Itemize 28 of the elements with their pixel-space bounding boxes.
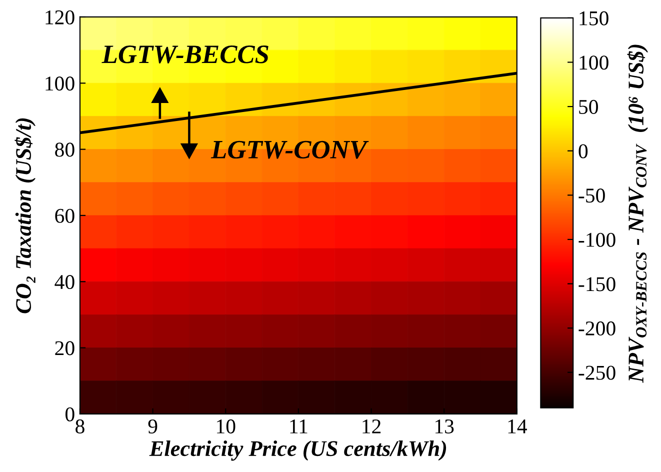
x-tick-label: 8 (76, 419, 84, 434)
color-bar-label: 150 (580, 11, 608, 26)
color-bar-label: 100 (580, 56, 608, 70)
color-bar-label: -150 (578, 277, 616, 292)
x-tick-label: 11 (290, 420, 308, 434)
annotation: LGTW-CONV (210, 140, 369, 159)
y-tick-label: 120 (46, 10, 74, 24)
x-tick-label: 10 (217, 419, 236, 434)
y-tick-label: 80 (55, 142, 74, 157)
y-tick-label: 60 (55, 208, 74, 223)
color-bar-label: 0 (578, 144, 588, 158)
y-axis-title: CO₂ Taxation (US$/t) (14, 118, 36, 314)
x-tick-label: 13 (436, 419, 454, 434)
color-bar-label: 50 (579, 100, 598, 114)
color-bar-title: NPV$_{OXY-BECCS}$ - NPV$_{CONV}$ (10⁶ US$) (627, 44, 648, 383)
x-tick-label: 12 (362, 419, 381, 434)
color-bar-label: -50 (578, 188, 605, 203)
color-bar-label: -250 (578, 366, 616, 380)
x-tick-label: 9 (148, 419, 158, 434)
y-tick-label: 0 (65, 407, 74, 422)
x-tick-label: 14 (508, 420, 527, 434)
color-bar-label: -100 (578, 232, 616, 247)
y-tick-label: 40 (54, 275, 74, 290)
color-bar-label: -200 (578, 321, 616, 336)
x-axis-title: Electricity Price (US cents/kWh) (149, 440, 446, 461)
y-tick-label: 20 (55, 341, 74, 356)
annotation: LGTW-BECCS (102, 46, 268, 64)
y-tick-label: 100 (46, 76, 74, 91)
